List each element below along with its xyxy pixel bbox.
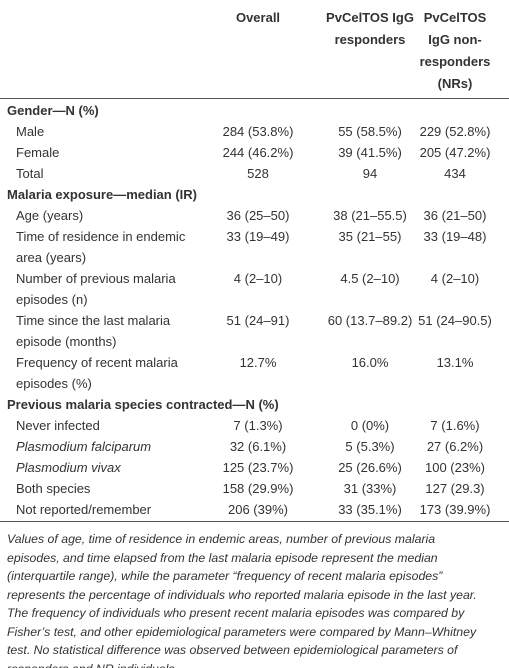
cell-value: 36 (21–50) bbox=[423, 208, 487, 223]
cell-value: 32 (6.1%) bbox=[229, 439, 287, 454]
cell-value: 38 (21–55.5) bbox=[333, 208, 407, 223]
cell-value: 127 (29.3) bbox=[425, 481, 485, 496]
cell-value: 528 bbox=[247, 166, 269, 181]
cell-value: 31 (33%) bbox=[343, 481, 397, 496]
cell-value: 100 (23%) bbox=[425, 460, 485, 475]
cell-value: 434 bbox=[444, 166, 466, 181]
cell-value: 13.1% bbox=[436, 355, 474, 370]
row-label: Plasmodium vivax bbox=[16, 460, 121, 475]
column-header: responders bbox=[334, 32, 406, 47]
cell-value: 36 (25–50) bbox=[226, 208, 290, 223]
row-label: Not reported/remember bbox=[16, 502, 152, 517]
column-header: PvCelTOS IgG bbox=[326, 10, 414, 25]
cell-value: 35 (21–55) bbox=[338, 229, 402, 244]
row-label: Never infected bbox=[16, 418, 100, 433]
cell-value: 12.7% bbox=[239, 355, 277, 370]
cell-value: 173 (39.9%) bbox=[419, 502, 491, 517]
cell-value: 7 (1.6%) bbox=[430, 418, 480, 433]
cell-value: 55 (58.5%) bbox=[338, 124, 402, 139]
row-label: Age (years) bbox=[16, 208, 84, 223]
section-title: Gender—N (%) bbox=[7, 103, 99, 118]
row-label: episodes (%) bbox=[16, 376, 92, 391]
cell-value: 7 (1.3%) bbox=[233, 418, 283, 433]
cell-value: 0 (0%) bbox=[350, 418, 390, 433]
cell-value: 158 (29.9%) bbox=[222, 481, 294, 496]
column-header: PvCelTOS bbox=[423, 10, 487, 25]
column-header: IgG non- bbox=[428, 32, 482, 47]
cell-value: 244 (46.2%) bbox=[222, 145, 294, 160]
row-label: Frequency of recent malaria bbox=[16, 355, 178, 370]
row-label: episodes (n) bbox=[16, 292, 88, 307]
row-label: Time of residence in endemic bbox=[16, 229, 186, 244]
cell-value: 16.0% bbox=[351, 355, 389, 370]
cell-value: 205 (47.2%) bbox=[419, 145, 491, 160]
section-title: Previous malaria species contracted—N (%… bbox=[7, 397, 279, 412]
cell-value: 4 (2–10) bbox=[233, 271, 283, 286]
cell-value: 4 (2–10) bbox=[430, 271, 480, 286]
cell-value: 5 (5.3%) bbox=[345, 439, 395, 454]
row-label: area (years) bbox=[16, 250, 87, 265]
column-header: responders bbox=[419, 54, 491, 69]
row-label: Total bbox=[16, 166, 44, 181]
cell-value: 4.5 (2–10) bbox=[340, 271, 400, 286]
row-label: Number of previous malaria bbox=[16, 271, 176, 286]
cell-value: 284 (53.8%) bbox=[222, 124, 294, 139]
bottom-rule bbox=[0, 521, 509, 522]
row-label: Time since the last malaria bbox=[16, 313, 171, 328]
row-label: Female bbox=[16, 145, 60, 160]
footnote-line: Values of age, time of residence in ende… bbox=[7, 532, 436, 546]
cell-value: 27 (6.2%) bbox=[426, 439, 484, 454]
cell-value: 25 (26.6%) bbox=[338, 460, 402, 475]
row-label: Both species bbox=[16, 481, 91, 496]
footnote-line: test. No statistical difference was obse… bbox=[7, 643, 458, 657]
header-rule bbox=[0, 98, 509, 99]
footnote-line: Fisher’s test, and other epidemiological… bbox=[7, 624, 477, 639]
cell-value: 51 (24–91) bbox=[226, 313, 290, 328]
footnote-line: episodes, and time elapsed from the last… bbox=[7, 550, 438, 565]
footnote-line: (interquartile range), while the paramet… bbox=[7, 569, 443, 583]
row-label: Plasmodium falciparum bbox=[16, 439, 152, 454]
cell-value: 33 (19–48) bbox=[423, 229, 487, 244]
cell-value: 33 (19–49) bbox=[226, 229, 290, 244]
column-header: Overall bbox=[235, 10, 281, 25]
cell-value: 33 (35.1%) bbox=[338, 502, 402, 517]
column-header: (NRs) bbox=[437, 76, 473, 91]
footnote-line: The frequency of individuals who present… bbox=[7, 606, 465, 620]
cell-value: 229 (52.8%) bbox=[419, 124, 491, 139]
row-label: Male bbox=[16, 124, 45, 139]
cell-value: 60 (13.7–89.2) bbox=[327, 313, 413, 328]
cell-value: 125 (23.7%) bbox=[222, 460, 294, 475]
cell-value: 94 bbox=[362, 166, 378, 181]
cell-value: 51 (24–90.5) bbox=[418, 313, 492, 328]
row-label: episode (months) bbox=[16, 334, 117, 349]
footnote-line: represents the percentage of individuals… bbox=[7, 587, 477, 602]
section-title: Malaria exposure—median (IR) bbox=[7, 187, 197, 202]
footnote-line: responders and NR individuals. bbox=[7, 661, 178, 668]
cell-value: 39 (41.5%) bbox=[338, 145, 402, 160]
cell-value: 206 (39%) bbox=[228, 502, 288, 517]
